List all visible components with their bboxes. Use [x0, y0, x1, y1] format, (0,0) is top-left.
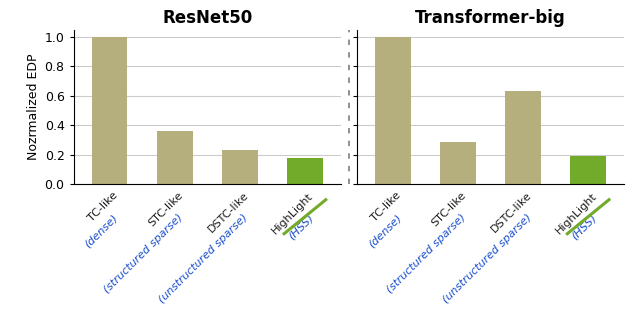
- Bar: [287, 158, 323, 184]
- Bar: [440, 141, 476, 184]
- Bar: [375, 37, 411, 184]
- Text: HighLight: HighLight: [270, 190, 316, 236]
- Bar: [157, 131, 193, 184]
- Text: (dense): (dense): [366, 212, 403, 249]
- Bar: [505, 91, 541, 184]
- Text: (unstructured sparse): (unstructured sparse): [440, 212, 533, 305]
- Text: (structured sparse): (structured sparse): [385, 212, 468, 295]
- Text: TC-like: TC-like: [370, 190, 403, 224]
- Title: ResNet50: ResNet50: [162, 9, 252, 27]
- Text: (HSS): (HSS): [286, 212, 316, 241]
- Bar: [222, 150, 258, 184]
- Text: HighLight: HighLight: [554, 190, 598, 236]
- Text: (dense): (dense): [83, 212, 120, 249]
- Text: STC-like: STC-like: [147, 190, 185, 229]
- Text: STC-like: STC-like: [430, 190, 468, 229]
- Text: DSTC-like: DSTC-like: [489, 190, 533, 235]
- Text: (HSS): (HSS): [570, 212, 598, 241]
- Bar: [92, 37, 127, 184]
- Text: TC-like: TC-like: [86, 190, 120, 224]
- Text: (unstructured sparse): (unstructured sparse): [157, 212, 250, 305]
- Text: (structured sparse): (structured sparse): [102, 212, 185, 295]
- Title: Transformer-big: Transformer-big: [415, 9, 566, 27]
- Text: DSTC-like: DSTC-like: [205, 190, 250, 235]
- Y-axis label: Nozrmalized EDP: Nozrmalized EDP: [28, 54, 40, 160]
- Bar: [570, 156, 606, 184]
